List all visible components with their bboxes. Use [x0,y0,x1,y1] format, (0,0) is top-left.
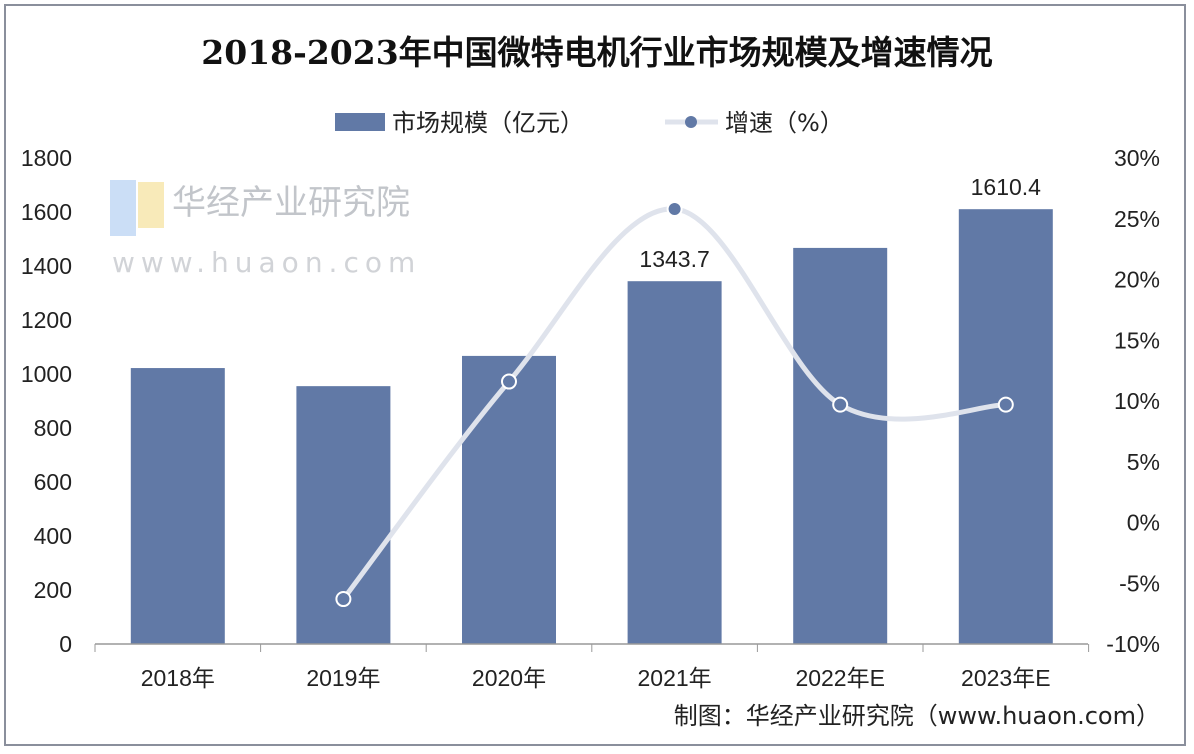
watermark-url: www.huaon.com [112,246,421,279]
watermark-logo-2 [138,182,164,228]
x-tick-label: 2023年E [961,665,1051,691]
right-tick-label: 0% [1127,510,1160,536]
x-tick-label: 2022年E [795,665,885,691]
growth-point [501,373,517,390]
watermark-brand: 华经产业研究院 [172,183,410,223]
x-tick-label: 2020年 [472,665,546,691]
right-tick-label: 25% [1114,206,1160,232]
right-tick-label: 20% [1114,267,1160,293]
right-tick-label: 5% [1127,449,1160,475]
left-tick-label: 0 [59,631,72,657]
legend-line-marker [685,116,697,128]
legend: 市场规模（亿元） 增速（%） [335,109,844,137]
left-tick-label: 1000 [21,361,72,387]
bar [130,368,225,644]
chart-title: 2018-2023年中国微特电机行业市场规模及增速情况 [201,33,992,72]
bar-data-label: 1610.4 [971,174,1042,200]
left-tick-label: 1200 [21,307,72,333]
left-tick-label: 200 [34,577,72,603]
legend-bar-label: 市场规模（亿元） [392,109,584,137]
watermark: 华经产业研究院 www.huaon.com [110,180,421,279]
x-tick-label: 2021年 [638,665,712,691]
right-tick-label: 15% [1114,327,1160,353]
left-tick-label: 400 [34,523,72,549]
legend-line-label: 增速（%） [725,109,844,137]
left-tick-label: 800 [34,415,72,441]
left-tick-label: 1800 [21,145,72,171]
growth-point [997,396,1014,413]
left-tick-label: 1400 [21,253,72,279]
growth-point [832,396,849,413]
left-tick-label: 600 [34,469,72,495]
right-tick-label: -5% [1119,570,1160,596]
left-tick-label: 1600 [21,199,72,225]
bar [462,355,556,644]
bar [958,209,1053,644]
legend-bar-swatch [335,113,385,131]
bar [627,281,722,644]
right-tick-label: 10% [1114,388,1160,414]
x-tick-label: 2018年 [141,665,215,691]
growth-point [666,201,683,218]
growth-point [335,591,352,608]
source-note: 制图：华经产业研究院（www.huaon.com） [674,702,1160,730]
bar [793,247,888,644]
watermark-logo [110,180,136,236]
x-tick-label: 2019年 [306,665,380,691]
chart-frame [4,4,1186,746]
right-tick-label: -10% [1106,631,1160,657]
right-tick-label: 30% [1114,145,1160,171]
bar-data-label: 1343.7 [639,246,709,272]
